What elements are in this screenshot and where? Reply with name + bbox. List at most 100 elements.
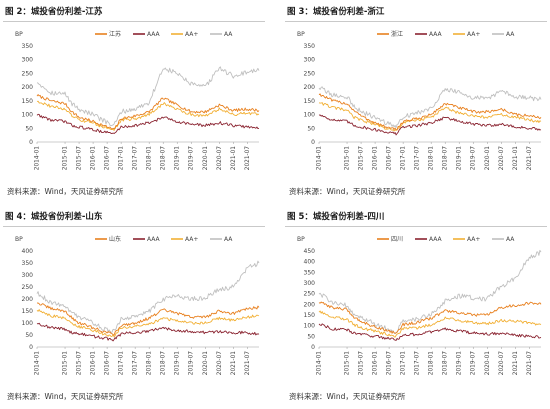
y-tick-label: 100 [304,112,316,119]
x-tick-label: 2019-01 [457,351,463,376]
title-divider [3,226,265,227]
x-tick-label: 2017-01 [401,351,407,376]
x-tick-label: 2019-07 [189,351,195,376]
title-divider [285,21,547,22]
y-tick-label: 300 [22,57,34,64]
x-tick-label: 2015-01 [345,146,351,171]
y-tick-label: 50 [307,125,315,132]
y-tick-label: 300 [304,280,316,287]
x-tick-label: 2018-07 [161,146,167,171]
y-tick-label: 150 [22,308,34,315]
source-note: 资料来源：Wind，天风证券研究所 [289,187,406,196]
y-tick-label: 200 [22,296,34,303]
x-tick-label: 2016-01 [373,351,379,376]
y-tick-label: 250 [22,284,34,291]
y-tick-label: 450 [304,248,316,255]
legend-label: 山东 [109,235,121,243]
x-tick-label: 2014-01 [35,146,41,171]
legend-label: AA+ [185,236,198,243]
panel-shandong: 图 4：城投省份利差-山东 BP 0 50 100 150 200 250 300 350 400… [3,208,265,406]
y-axis-unit-label: BP [15,31,23,38]
title-divider [285,226,547,227]
x-tick-label: 2019-01 [457,146,463,171]
x-tick-label: 2017-07 [133,351,139,376]
legend-label: AAA [147,236,161,243]
x-tick-label: 2015-07 [77,146,83,171]
y-tick-label: 250 [304,70,316,77]
legend-label: 浙江 [391,30,403,38]
series-line-aa-plus [36,309,260,338]
x-tick-label: 2014-01 [35,351,41,376]
y-tick-label: 150 [304,312,316,319]
x-tick-label: 2020-01 [485,351,491,376]
series-line-aa [318,249,542,335]
y-tick-label: 200 [304,301,316,308]
line-chart: BP 0 50 100 150 200 250 300 350 2014-01 2015-01 201… [297,30,542,171]
y-tick-label: 50 [25,125,33,132]
line-chart: BP 0 50 100 150 200 250 300 350 2014-01 2015-01 201… [15,30,260,171]
series-line-aa-plus [36,100,260,131]
legend-label: 四川 [391,236,403,243]
legend-label: AA+ [467,31,480,38]
x-tick-label: 2021-07 [245,146,251,171]
x-tick-label: 2018-07 [161,351,167,376]
y-tick-label: 350 [304,269,316,276]
x-tick-label: 2016-07 [105,146,111,171]
panel-title: 图 5：城投省份利差-四川 [287,212,385,222]
x-tick-label: 2021-07 [527,351,533,376]
series-line-aa-plus [318,102,542,132]
y-tick-label: 250 [22,70,34,77]
x-tick-label: 2019-01 [175,351,181,376]
y-tick-label: 300 [304,57,316,64]
panel-jiangsu: 图 2：城投省份利差-江苏 BP 0 50 100 150 200 250 300 350 201… [3,3,265,201]
series-line-aaa [36,113,260,134]
x-tick-label: 2016-07 [387,146,393,171]
y-tick-label: 0 [29,344,33,351]
y-tick-label: 250 [304,291,316,298]
x-tick-label: 2018-01 [147,146,153,171]
y-tick-label: 200 [22,84,34,91]
legend-label: AAA [147,31,161,38]
y-tick-label: 0 [29,139,33,146]
y-axis-unit-label: BP [297,31,305,38]
x-tick-label: 2021-07 [527,146,533,171]
series-line-province [318,301,542,334]
legend-label: AA [224,31,233,38]
legend-label: AAA [429,31,443,38]
x-tick-label: 2015-01 [345,351,351,376]
x-tick-label: 2017-01 [119,146,125,171]
line-chart: BP 0 50 100 150 200 250 300 350 400 450 2014-01 2015… [297,236,542,376]
y-tick-label: 350 [22,43,34,50]
title-divider [3,21,265,22]
y-tick-label: 400 [304,259,316,266]
legend-label: AA [506,236,515,243]
y-tick-label: 100 [22,320,34,327]
x-tick-label: 2015-01 [63,351,69,376]
y-tick-label: 350 [304,43,316,50]
legend-label: AA+ [185,31,198,38]
x-tick-label: 2021-01 [513,351,519,376]
x-tick-label: 2020-01 [203,351,209,376]
x-tick-label: 2020-07 [217,146,223,171]
y-tick-label: 100 [22,112,34,119]
series-line-aaa [318,114,542,136]
x-tick-label: 2014-01 [317,351,323,376]
y-tick-label: 50 [25,332,33,339]
series-line-aa-plus [318,310,542,338]
x-tick-label: 2017-07 [415,146,421,171]
x-tick-label: 2015-07 [77,351,83,376]
panel-zhejiang: 图 3：城投省份利差-浙江 BP 0 50 100 150 200 250 300 350 201… [285,3,547,201]
x-tick-label: 2015-01 [63,146,69,171]
x-tick-label: 2021-07 [245,351,251,376]
panel-title: 图 2：城投省份利差-江苏 [5,7,103,17]
x-tick-label: 2014-01 [317,146,323,171]
x-tick-label: 2019-07 [471,351,477,376]
y-tick-label: 400 [22,248,34,255]
y-tick-label: 150 [22,98,34,105]
x-tick-label: 2021-01 [231,351,237,376]
y-tick-label: 100 [304,323,316,330]
x-tick-label: 2016-01 [91,146,97,171]
y-tick-label: 0 [311,344,315,351]
series-line-aa [36,66,260,127]
